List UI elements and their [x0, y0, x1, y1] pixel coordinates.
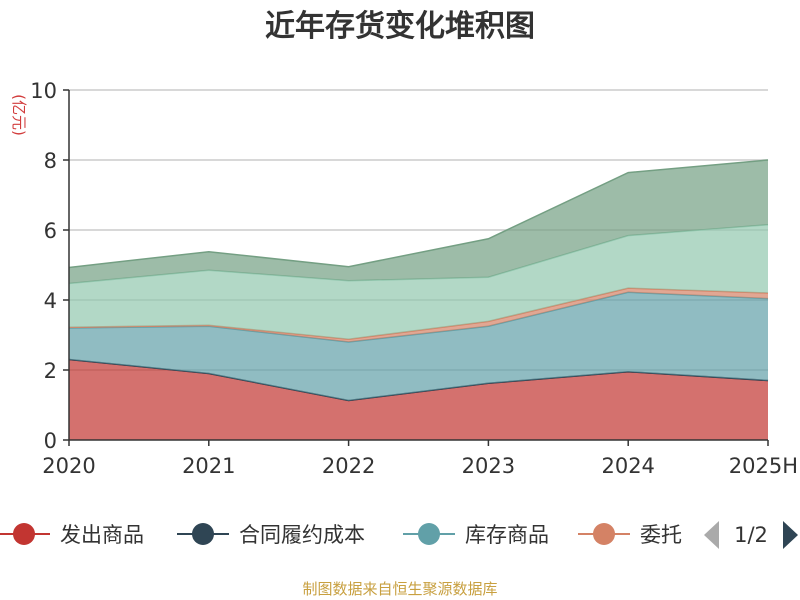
legend-label: 发出商品: [60, 523, 144, 547]
axes: [68, 90, 768, 441]
legend-pager: 1/2: [704, 521, 798, 549]
area-series-line-5: [68, 159, 769, 269]
chart-title: 近年存货变化堆积图: [265, 9, 535, 44]
y-tick-label: 10: [30, 79, 57, 103]
legend-label: 库存商品: [465, 523, 549, 547]
y-tick-label: 6: [44, 219, 57, 243]
legend-label: 合同履约成本: [239, 523, 365, 547]
x-tick-label: 2021: [182, 454, 235, 478]
area-series-4: [69, 224, 768, 340]
x-tick-label: 2020: [42, 454, 95, 478]
legend-marker-icon: [593, 523, 615, 545]
legend-item[interactable]: 库存商品: [403, 523, 549, 547]
data-source-note: 制图数据来自恒生聚源数据库: [302, 580, 497, 598]
area-series-5: [69, 160, 768, 284]
area-series-2: [69, 292, 768, 401]
legend: 发出商品 合同履约成本 库存商品 委托: [0, 523, 682, 547]
y-tick-label: 8: [44, 149, 57, 173]
legend-next-page-icon[interactable]: [783, 521, 798, 549]
x-tick-label: 2023: [462, 454, 515, 478]
y-tick-label: 4: [44, 289, 57, 313]
y-tick-label: 2: [44, 359, 57, 383]
area-series-3: [69, 288, 768, 342]
y-tick-label: 0: [44, 429, 57, 453]
y-axis-unit-label: (亿元): [10, 94, 28, 136]
legend-item[interactable]: 合同履约成本: [177, 523, 365, 547]
legend-prev-page-icon[interactable]: [704, 521, 719, 549]
x-tick-label: 2024: [601, 454, 654, 478]
legend-item[interactable]: 委托: [578, 523, 682, 547]
legend-marker-icon: [192, 523, 214, 545]
x-axis-ticks: 2020 2021 2022 2023 2024 2025H: [42, 440, 798, 478]
legend-page-indicator: 1/2: [734, 523, 768, 547]
legend-marker-icon: [13, 523, 35, 545]
area-series-0: [69, 359, 768, 440]
y-axis-ticks: 0 2 4 6 8 10: [30, 79, 69, 453]
legend-label: 委托: [640, 523, 682, 547]
legend-item[interactable]: 发出商品: [0, 523, 144, 547]
legend-marker-icon: [418, 523, 440, 545]
x-tick-label: 2022: [322, 454, 375, 478]
area-series: [68, 159, 769, 440]
x-tick-label: 2025H: [729, 454, 798, 478]
